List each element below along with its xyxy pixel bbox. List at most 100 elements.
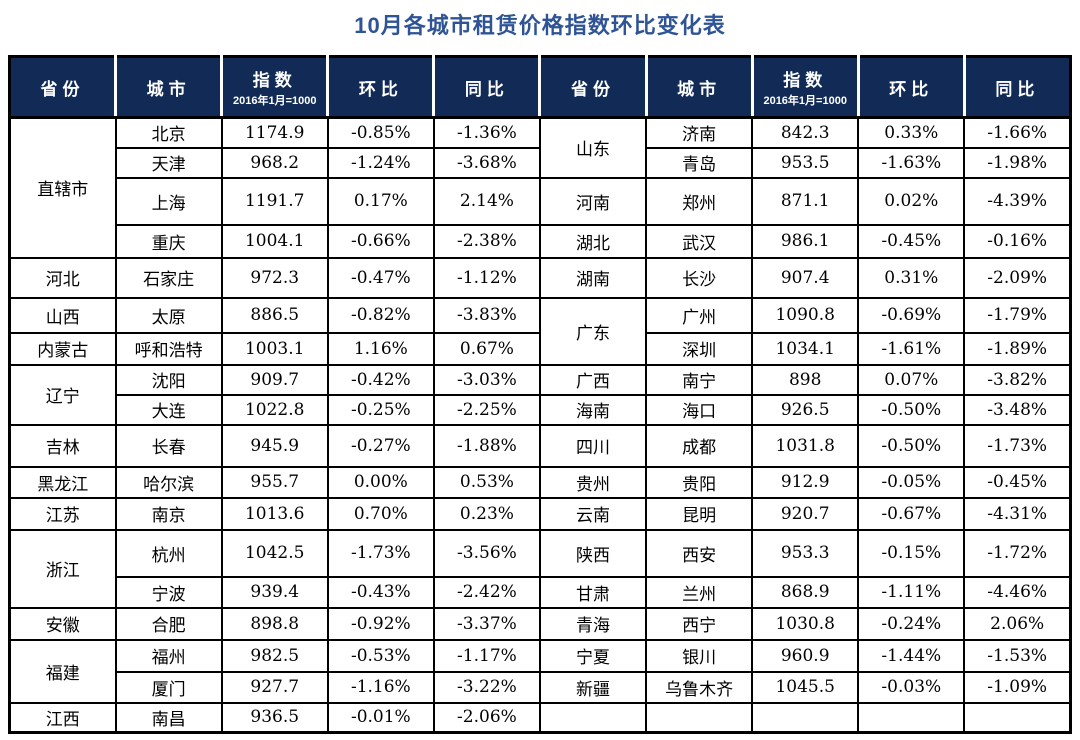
city-cell: 天津 — [114, 146, 223, 179]
header-label: 同比 — [995, 79, 1040, 99]
city-cell: 乌鲁木齐 — [645, 670, 754, 704]
mom-cell — [857, 701, 966, 734]
city-cell: 昆明 — [645, 496, 754, 531]
index-cell: 1174.9 — [220, 116, 329, 149]
yoy-cell: -1.89% — [963, 331, 1072, 366]
table-row: 大连 1022.8 -0.25% -2.25% 海南 海口 926.5 -0.50% -3.48… — [10, 393, 1072, 426]
mom-cell: -0.67% — [857, 496, 966, 531]
table-row: 黑龙江 哈尔滨 955.7 0.00% 0.53% 贵州 贵阳 912.9 -0.05% -0.4… — [8, 465, 1072, 499]
header-city-right: 城市 — [644, 55, 754, 119]
header-city-left: 城市 — [114, 55, 224, 119]
mom-cell: -1.61% — [857, 331, 966, 366]
mom-cell: -1.73% — [326, 528, 435, 578]
header-label: 环比 — [889, 79, 934, 99]
index-cell: 1090.8 — [751, 296, 860, 334]
mom-cell: -0.27% — [326, 423, 435, 468]
city-cell: 青岛 — [645, 146, 754, 179]
mom-cell: -0.53% — [326, 638, 435, 673]
mom-cell: -0.45% — [857, 223, 966, 259]
mom-cell: -0.92% — [326, 606, 435, 641]
header-index-left: 指数 2016年1月=1000 — [220, 55, 330, 119]
index-cell: 968.2 — [220, 146, 329, 179]
index-cell: 982.5 — [220, 638, 329, 673]
index-cell: 907.4 — [751, 256, 860, 299]
page-title: 10月各城市租赁价格指数环比变化表 — [354, 13, 726, 38]
province-cell: 湖南 — [538, 256, 648, 299]
index-cell: 909.7 — [220, 363, 329, 396]
yoy-cell: -1.66% — [963, 116, 1072, 149]
province-cell: 安徽 — [8, 606, 117, 641]
index-cell: 886.5 — [220, 296, 329, 334]
table-row: 上海 1191.7 0.17% 2.14% 河南 郑州 871.1 0.02% -4.39% — [10, 176, 1072, 226]
province-cell: 直辖市 — [8, 116, 117, 259]
table-row: 江苏 南京 1013.6 0.70% 0.23% 云南 昆明 920.7 -0.67% -4.31… — [8, 496, 1072, 531]
yoy-cell: 2.14% — [432, 176, 541, 226]
index-cell: 972.3 — [220, 256, 329, 299]
province-cell: 贵州 — [538, 465, 648, 499]
yoy-cell: -3.68% — [432, 146, 541, 179]
mom-cell: 0.31% — [857, 256, 966, 299]
index-cell: 1004.1 — [220, 223, 329, 259]
header-label: 指数 — [252, 71, 297, 90]
yoy-cell: -2.06% — [432, 701, 541, 734]
yoy-cell: -1.98% — [963, 146, 1072, 179]
header-mom-right: 环比 — [856, 55, 966, 119]
header-label: 城市 — [677, 79, 722, 99]
province-cell: 福建 — [8, 638, 117, 704]
table-row: 厦门 927.7 -1.16% -3.22% 新疆 乌鲁木齐 1045.5 -0.03% -1.… — [10, 670, 1072, 704]
province-cell: 河北 — [8, 256, 117, 299]
table-row: 山西 太原 886.5 -0.82% -3.83% 广东 广州 1090.8 -0.69% -1.… — [8, 296, 1072, 366]
yoy-cell: -1.72% — [963, 528, 1072, 578]
mom-cell: 0.07% — [857, 363, 966, 396]
city-cell: 长春 — [114, 423, 223, 468]
yoy-cell: -3.56% — [432, 528, 541, 578]
index-cell: 945.9 — [220, 423, 329, 468]
index-cell: 898 — [751, 363, 860, 396]
rent-index-table: 省份 城市 指数 2016年1月=1000 环比 同比 省份 城市 指数 201… — [7, 55, 1073, 734]
province-cell: 内蒙古 — [8, 331, 117, 366]
mom-cell: -0.66% — [326, 223, 435, 259]
province-cell: 陕西 — [538, 528, 648, 578]
table-row: 宁波 939.4 -0.43% -2.42% 甘肃 兰州 868.9 -1.11% -4.46% — [10, 575, 1072, 609]
mom-cell: -0.42% — [326, 363, 435, 396]
city-cell: 深圳 — [645, 331, 754, 366]
yoy-cell: -1.53% — [963, 638, 1072, 673]
mom-cell: 0.02% — [857, 176, 966, 226]
index-cell: 960.9 — [751, 638, 860, 673]
index-cell: 1045.5 — [751, 670, 860, 704]
mom-cell: 0.33% — [857, 116, 966, 149]
city-cell: 成都 — [645, 423, 754, 468]
province-cell: 湖北 — [538, 223, 648, 259]
index-cell: 986.1 — [751, 223, 860, 259]
mom-cell: -0.43% — [326, 575, 435, 609]
index-cell: 1003.1 — [220, 331, 329, 366]
index-cell: 953.5 — [751, 146, 860, 179]
mom-cell: -0.69% — [857, 296, 966, 334]
table-row: 浙江 杭州 1042.5 -1.73% -3.56% 陕西 西安 953.3 -0.15% -1.… — [8, 528, 1072, 609]
city-cell: 武汉 — [645, 223, 754, 259]
mom-cell: -0.82% — [326, 296, 435, 334]
yoy-cell: -0.16% — [963, 223, 1072, 259]
province-cell: 江苏 — [8, 496, 117, 531]
table-row: 福建 福州 982.5 -0.53% -1.17% 宁夏 银川 960.9 -1.44% -1.5… — [8, 638, 1072, 704]
province-cell: 青海 — [538, 606, 648, 641]
index-cell: 927.7 — [220, 670, 329, 704]
mom-cell: -0.03% — [857, 670, 966, 704]
city-cell: 广州 — [645, 296, 754, 334]
province-cell: 海南 — [538, 393, 648, 426]
city-cell: 南宁 — [645, 363, 754, 396]
city-cell: 大连 — [114, 393, 223, 426]
city-cell: 太原 — [114, 296, 223, 334]
index-cell: 898.8 — [220, 606, 329, 641]
city-cell: 郑州 — [645, 176, 754, 226]
city-cell: 海口 — [645, 393, 754, 426]
index-cell: 1030.8 — [751, 606, 860, 641]
yoy-cell: 0.53% — [432, 465, 541, 499]
yoy-cell: -1.17% — [432, 638, 541, 673]
city-cell: 兰州 — [645, 575, 754, 609]
index-cell: 955.7 — [220, 465, 329, 499]
header-row: 省份 城市 指数 2016年1月=1000 环比 同比 省份 城市 指数 201… — [7, 55, 1073, 119]
mom-cell: -0.47% — [326, 256, 435, 299]
table-row: 重庆 1004.1 -0.66% -2.38% 湖北 武汉 986.1 -0.45% -0.16… — [10, 223, 1072, 259]
mom-cell: 1.16% — [326, 331, 435, 366]
